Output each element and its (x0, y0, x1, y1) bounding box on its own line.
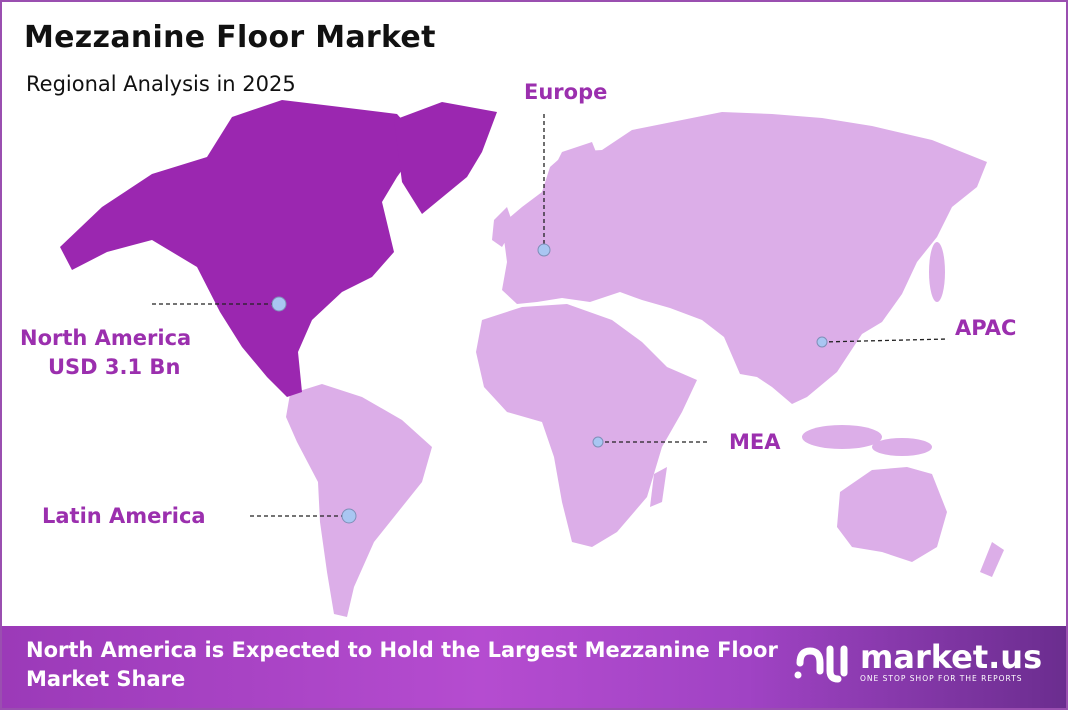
region-uk (492, 207, 514, 247)
leader-line-apac (821, 338, 949, 343)
logo-icon (794, 645, 848, 682)
label-mea: MEA (729, 430, 781, 454)
logo-tagline: ONE STOP SHOP FOR THE REPORTS (860, 674, 1023, 683)
label-latin-america: Latin America (42, 504, 206, 528)
region-madagascar (650, 467, 667, 507)
value-north-america: USD 3.1 Bn (48, 355, 181, 379)
marker-apac[interactable] (816, 336, 828, 348)
marker-north-america[interactable] (271, 296, 287, 312)
region-north-america (60, 100, 422, 397)
region-south-america (286, 384, 432, 617)
region-japan (929, 242, 945, 302)
page-subtitle: Regional Analysis in 2025 (26, 72, 296, 96)
footer-banner: North America is Expected to Hold the La… (2, 626, 1066, 708)
region-australia (837, 467, 947, 562)
marker-europe[interactable] (537, 243, 551, 257)
region-new-zealand (980, 542, 1004, 577)
label-europe: Europe (524, 80, 608, 104)
banner-text: North America is Expected to Hold the La… (26, 638, 778, 691)
region-africa (476, 304, 697, 547)
world-map (60, 100, 1004, 617)
region-eurasia (502, 112, 987, 404)
region-papua (872, 438, 932, 456)
logo-name: market.us (860, 638, 1043, 676)
page-title: Mezzanine Floor Market (24, 20, 436, 55)
market-us-logo: market.us ONE STOP SHOP FOR THE REPORTS (792, 640, 1042, 683)
marker-mea[interactable] (592, 436, 604, 448)
label-apac: APAC (955, 316, 1017, 340)
region-greenland (394, 102, 497, 214)
region-scandinavia (542, 142, 602, 212)
region-se-asia-islands (802, 425, 882, 449)
marker-latin-america[interactable] (341, 508, 357, 524)
label-north-america: North America (20, 326, 192, 350)
